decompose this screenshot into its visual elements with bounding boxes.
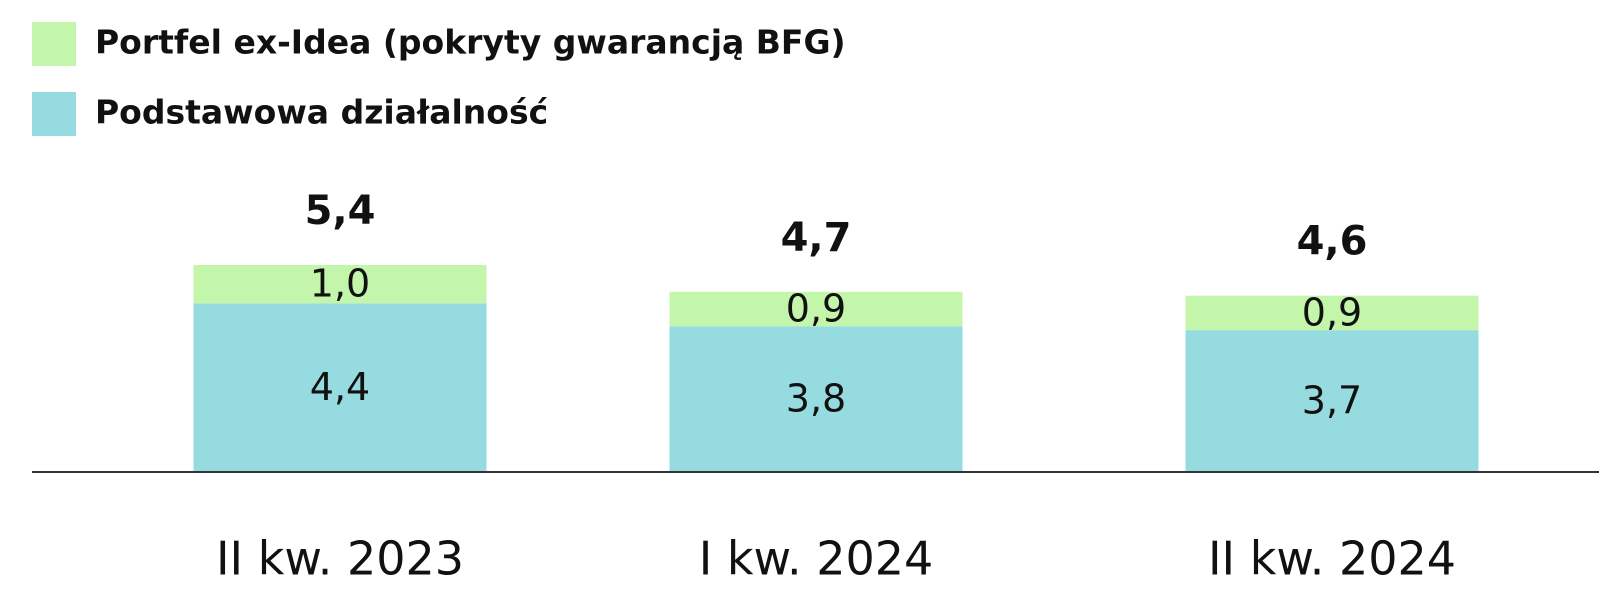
bar-segment <box>669 326 963 472</box>
legend-swatch <box>32 92 76 136</box>
legend-swatch <box>32 22 76 66</box>
value-label: 3,8 <box>786 377 846 421</box>
x-tick-label: II kw. 2023 <box>216 532 464 586</box>
value-label: 1,0 <box>310 262 370 306</box>
value-label: 3,7 <box>1302 379 1362 423</box>
total-label: 4,7 <box>781 215 852 261</box>
bar-segment <box>1185 330 1479 472</box>
bar-segment <box>669 291 963 327</box>
x-tick-label: II kw. 2024 <box>1208 532 1456 586</box>
value-label: 0,9 <box>786 287 846 331</box>
value-label: 0,9 <box>1302 290 1362 334</box>
x-tick-label: I kw. 2024 <box>699 532 934 586</box>
bar-segment <box>193 303 487 472</box>
total-label: 5,4 <box>305 188 376 234</box>
total-label: 4,6 <box>1297 219 1368 265</box>
legend-label: Portfel ex-Idea (pokryty gwarancją BFG) <box>95 23 846 62</box>
bar-segment <box>193 265 487 304</box>
legend-label: Podstawowa działalność <box>95 93 548 132</box>
value-label: 4,4 <box>310 365 370 409</box>
bar-segment <box>1185 295 1479 331</box>
